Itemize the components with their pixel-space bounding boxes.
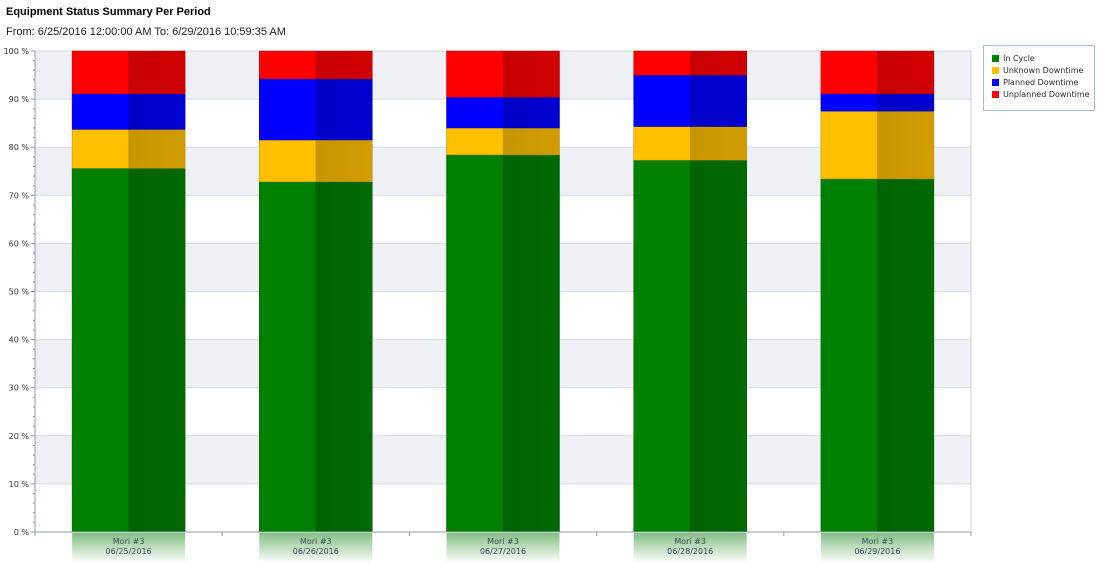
legend-swatch [992,78,999,86]
legend: In Cycle Unknown Downtime Planned Downtime… [983,45,1095,111]
y-tick-label: 50 % [9,288,30,297]
bar-segment-in-cycle [259,181,373,533]
y-tick-label: 80 % [9,143,30,152]
bar-segment-unplanned-downtime [259,50,373,80]
category-label-line2: 06/29/2016 [854,547,900,556]
legend-label: Planned Downtime [1003,77,1079,87]
bar-segment-unplanned-downtime [446,50,560,98]
bar-segment-unknown-downtime [446,127,560,156]
category-label-line1: Mori #3 [300,537,332,546]
bar-segment-in-cycle [446,154,560,533]
bars [71,50,935,563]
bar-segment-unknown-downtime [820,110,935,180]
bar-reflection [259,533,373,563]
category-label-line2: 06/25/2016 [106,547,152,556]
y-tick-label: 90 % [9,95,30,104]
bar-segment-unknown-downtime [259,139,373,183]
legend-swatch [992,90,999,98]
bar-segment-planned-downtime [71,93,186,130]
legend-label: Unknown Downtime [1003,65,1084,75]
bar-segment-planned-downtime [820,93,935,112]
bar-segment-planned-downtime [259,78,373,141]
bar-segment-in-cycle [71,168,186,533]
bar-segment-in-cycle [633,159,747,533]
y-tick-label: 70 % [9,191,30,200]
bar-segment-planned-downtime [633,74,747,127]
page-title: Equipment Status Summary Per Period [6,6,211,18]
category-label-line1: Mori #3 [674,537,706,546]
category-label-line1: Mori #3 [113,537,145,546]
legend-label: Unplanned Downtime [1003,89,1090,99]
category-label-line1: Mori #3 [862,537,894,546]
y-tick-label: 10 % [9,480,30,489]
category-label-line2: 06/26/2016 [293,547,339,556]
category-label-line2: 06/28/2016 [667,547,713,556]
bar-segment-unplanned-downtime [71,50,186,95]
bar-segment-unplanned-downtime [633,50,747,76]
y-tick-label: 100 % [4,47,30,56]
date-range: From: 6/25/2016 12:00:00 AM To: 6/29/201… [6,26,286,38]
y-tick-label: 40 % [9,336,30,345]
bar-reflection [820,533,934,563]
category-label-line1: Mori #3 [487,537,519,546]
legend-item: Unplanned Downtime [992,88,1094,100]
bar-segment-planned-downtime [446,96,560,129]
category-label-line2: 06/27/2016 [480,547,526,556]
legend-swatch [992,66,999,74]
bar-segment-unknown-downtime [71,129,186,169]
bar-segment-in-cycle [820,178,935,533]
y-tick-label: 20 % [9,432,30,441]
y-tick-label: 30 % [9,384,30,393]
bar-reflection [633,533,747,563]
y-tick-label: 60 % [9,239,30,248]
legend-item: In Cycle [992,52,1094,64]
legend-swatch [992,54,999,62]
legend-item: Planned Downtime [992,76,1094,88]
bar-reflection [446,533,560,563]
bar-reflection [72,533,186,563]
legend-item: Unknown Downtime [992,64,1094,76]
legend-label: In Cycle [1003,53,1035,63]
y-tick-label: 0 % [14,528,30,537]
bar-segment-unknown-downtime [633,126,747,161]
bar-segment-unplanned-downtime [820,50,935,95]
